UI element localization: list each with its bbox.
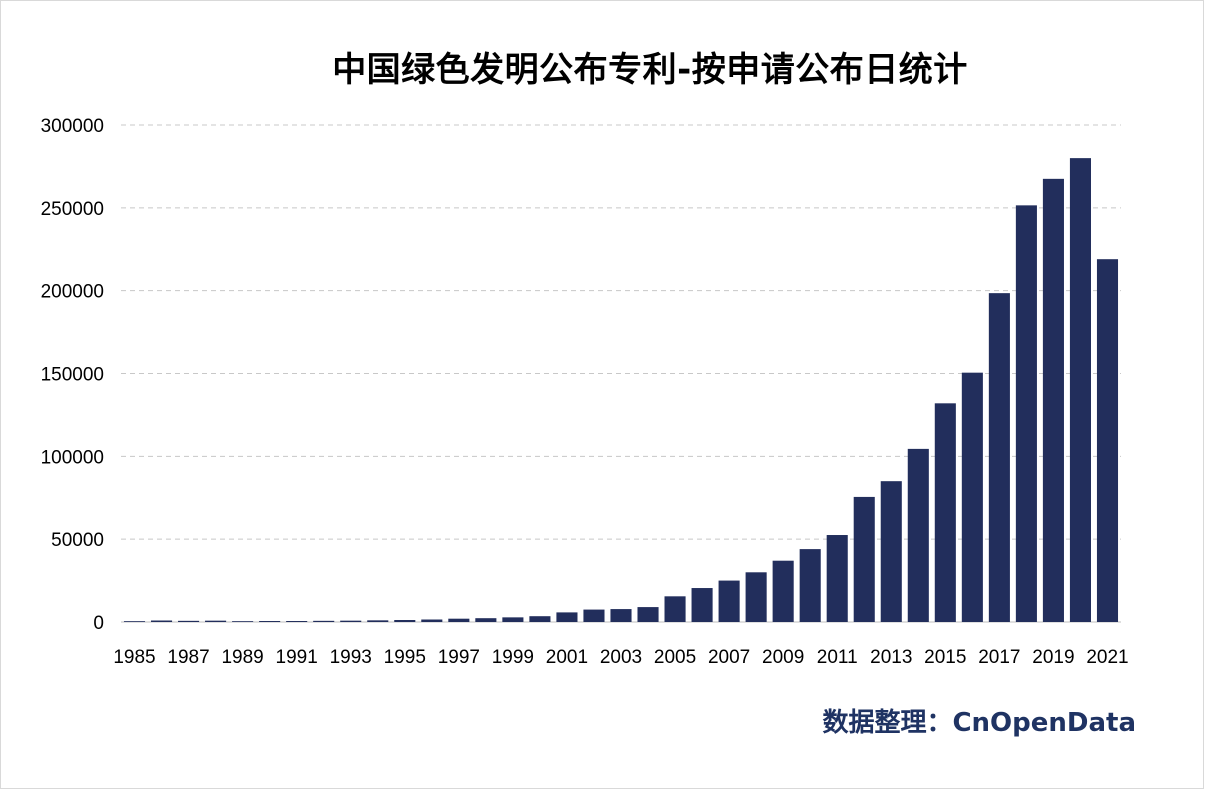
bar-1993	[340, 620, 362, 622]
bar-1999	[502, 617, 524, 622]
chart-title: 中国绿色发明公布专利-按申请公布日统计	[332, 50, 968, 90]
x-tick-label: 2017	[978, 647, 1020, 668]
x-tick-label: 1995	[384, 647, 426, 668]
x-tick-label: 2019	[1032, 647, 1074, 668]
bar-2002	[583, 609, 605, 622]
bar-2017	[988, 293, 1010, 622]
x-tick-label: 2021	[1086, 647, 1128, 668]
x-tick-label: 1991	[276, 647, 318, 668]
bar-1994	[367, 620, 389, 622]
y-tick-label: 300000	[41, 116, 104, 137]
bar-2000	[529, 616, 551, 622]
bar-2009	[772, 560, 794, 622]
bar-2010	[799, 549, 821, 622]
y-tick-label: 50000	[51, 530, 104, 551]
bar-2019	[1042, 178, 1064, 622]
x-tick-label: 1997	[438, 647, 480, 668]
bar-1995	[394, 620, 416, 622]
x-tick-label: 1999	[492, 647, 534, 668]
bar-2004	[637, 607, 659, 622]
bar-2003	[610, 609, 632, 622]
bar-1991	[286, 621, 308, 622]
bar-2015	[934, 403, 956, 622]
y-tick-label: 250000	[41, 199, 104, 220]
x-tick-label: 2011	[817, 647, 858, 668]
x-tick-label: 2009	[762, 647, 804, 668]
bar-2006	[691, 588, 713, 622]
bar-2007	[718, 580, 740, 622]
bar-2012	[853, 496, 875, 622]
y-tick-label: 200000	[41, 282, 104, 303]
bar-2013	[880, 481, 902, 622]
x-tick-label: 2001	[546, 647, 588, 668]
bar-1988	[205, 620, 227, 622]
x-tick-label: 1987	[167, 647, 209, 668]
x-tick-label: 1989	[221, 647, 263, 668]
bar-1986	[151, 620, 173, 622]
source-note: 数据整理：CnOpenData	[822, 708, 1136, 738]
bar-2011	[826, 535, 848, 622]
bar-2014	[907, 448, 929, 622]
y-tick-label: 150000	[41, 365, 104, 386]
x-tick-label: 2007	[708, 647, 750, 668]
bar-1996	[421, 619, 443, 622]
bar-1998	[475, 618, 497, 622]
bar-1992	[313, 620, 335, 622]
bar-chart: 0 50000 100000 150000 200000 250000 300000 1985…	[41, 116, 1129, 668]
bar-2001	[556, 612, 578, 622]
bar-2008	[745, 572, 767, 622]
bar-2005	[664, 596, 686, 622]
x-tick-label: 1993	[330, 647, 372, 668]
bar-1997	[448, 618, 470, 622]
x-tick-label: 2003	[600, 647, 642, 668]
bar-1990	[259, 621, 281, 622]
bar-1987	[178, 620, 200, 622]
x-tick-label: 1985	[113, 647, 155, 668]
x-tick-label: 2015	[924, 647, 966, 668]
x-tick-label: 2013	[870, 647, 912, 668]
bar-2016	[961, 372, 983, 622]
bar-1989	[232, 621, 254, 622]
x-tick-label: 2005	[654, 647, 696, 668]
bar-1985	[123, 621, 146, 622]
y-tick-label: 100000	[41, 447, 104, 468]
bar-2018	[1015, 205, 1037, 622]
bar-2020	[1069, 158, 1091, 622]
bar-2021	[1096, 259, 1119, 622]
y-tick-label: 0	[93, 613, 104, 634]
